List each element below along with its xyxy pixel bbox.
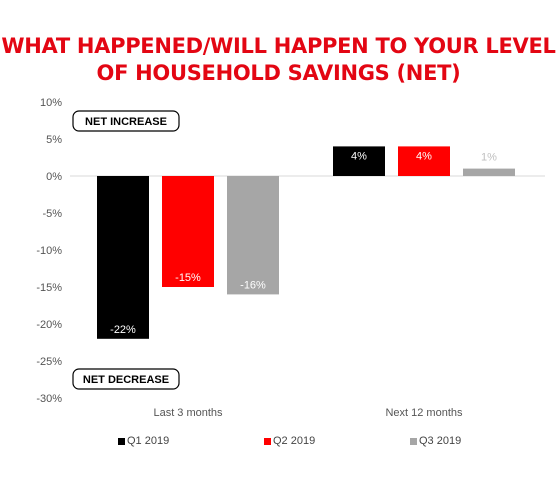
x-category-label: Next 12 months [385,407,463,419]
data-label: -15% [175,272,201,284]
data-label: 4% [351,150,367,162]
chart-title-line-2: OF HOUSEHOLD SAVINGS (NET) [96,61,461,85]
y-tick-label: 0% [46,171,62,183]
net-decrease-box [72,368,180,390]
y-tick-label: -20% [36,319,62,331]
y-tick-label: -30% [36,393,62,405]
legend-swatch-q1 [118,437,125,445]
bar-q1-2019 [333,146,385,176]
legend-swatch-q3 [410,437,417,445]
y-tick-label: -5% [42,208,62,220]
net-increase-label: NET INCREASE [85,116,167,128]
legend-item-q2: Q2 2019 [264,435,315,447]
bar-q3-2019 [227,176,279,295]
y-tick-label: 10% [40,97,62,109]
x-category-label: Last 3 months [153,407,223,419]
y-tick-label: 5% [46,134,62,146]
bar-q1-2019 [97,176,149,339]
data-label: -16% [240,279,266,291]
y-tick-label: -10% [36,245,62,257]
legend-label-q3: Q3 2019 [419,435,462,447]
chart-title-line-1: WHAT HAPPENED/WILL HAPPEN TO YOUR LEVEL [1,34,556,58]
bar-q2-2019 [398,146,450,176]
bar-q2-2019 [162,176,214,287]
data-label: 1% [481,152,497,164]
data-label: 4% [416,150,432,162]
data-label: -22% [110,324,136,336]
net-decrease-label: NET DECREASE [83,374,169,386]
legend-label-q2: Q2 2019 [273,435,316,447]
legend-label-q1: Q1 2019 [127,435,170,447]
legend-item-q3: Q3 2019 [410,435,461,447]
legend-swatch-q2 [264,437,271,445]
y-tick-label: -15% [36,282,62,294]
y-tick-label: -25% [36,356,62,368]
net-increase-box [72,110,180,132]
bar-q3-2019 [463,168,515,176]
legend-item-q1: Q1 2019 [118,435,169,447]
